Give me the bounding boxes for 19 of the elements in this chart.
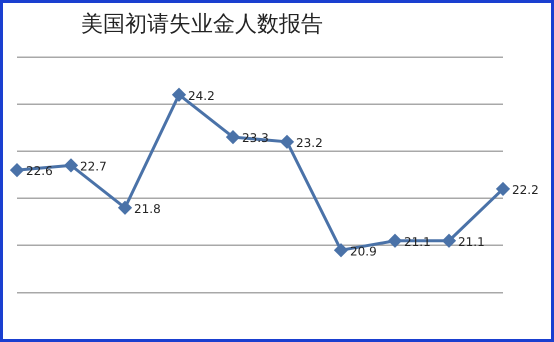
- data-label: 23.2: [296, 136, 323, 150]
- point: [388, 234, 402, 248]
- point: [10, 164, 24, 177]
- data-label: 22.2: [512, 183, 539, 198]
- point: [226, 130, 240, 144]
- data-label: 21.8: [134, 202, 161, 216]
- data-label: 22.7: [80, 160, 107, 174]
- data-label: 20.9: [350, 244, 377, 258]
- point: [172, 88, 186, 102]
- data-label: 21.1: [404, 234, 431, 249]
- point: [442, 234, 456, 248]
- point: [280, 135, 294, 148]
- chart-title: 美国初请失业金人数报告: [80, 11, 324, 39]
- point: [334, 244, 348, 257]
- point: [64, 158, 78, 172]
- data-label: 21.1: [458, 234, 485, 249]
- point: [496, 182, 510, 196]
- point: [118, 201, 132, 214]
- data-label: 24.2: [188, 88, 215, 103]
